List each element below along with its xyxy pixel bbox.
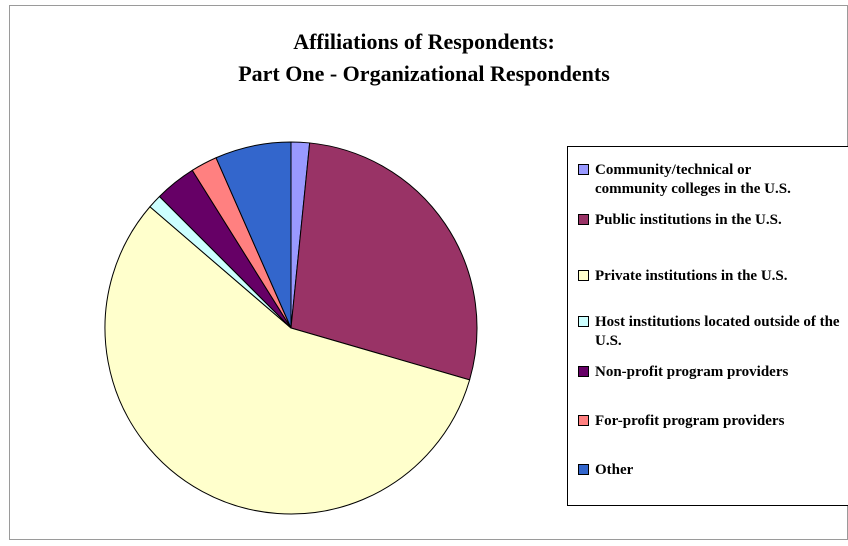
legend-swatch: [578, 316, 589, 327]
legend-label: Other: [595, 462, 634, 478]
legend-swatch: [578, 214, 589, 225]
legend-swatch: [578, 366, 589, 377]
legend-label: For-profit program providers: [595, 413, 785, 429]
legend-label: Host institutions located outside of the…: [595, 314, 840, 349]
pie-slice-6: [215, 141, 292, 329]
legend-swatch: [578, 464, 589, 475]
pie-slice-1: [290, 142, 478, 381]
chart-title-line-2: Part One - Organizational Respondents: [238, 61, 610, 86]
pie-slice-2: [104, 206, 471, 515]
legend-label: Community/technical or community college…: [595, 162, 791, 197]
legend-label: Private institutions in the U.S.: [595, 268, 788, 284]
legend-label: Public institutions in the U.S.: [595, 212, 782, 228]
legend-swatch: [578, 164, 589, 175]
legend-swatch: [578, 415, 589, 426]
chart-title: Affiliations of Respondents: Part One - …: [0, 26, 848, 90]
chart-title-line-1: Affiliations of Respondents:: [293, 29, 555, 54]
legend-label: Non-profit program providers: [595, 364, 789, 380]
legend: Community/technical or community college…: [567, 146, 848, 506]
legend-swatch: [578, 270, 589, 281]
